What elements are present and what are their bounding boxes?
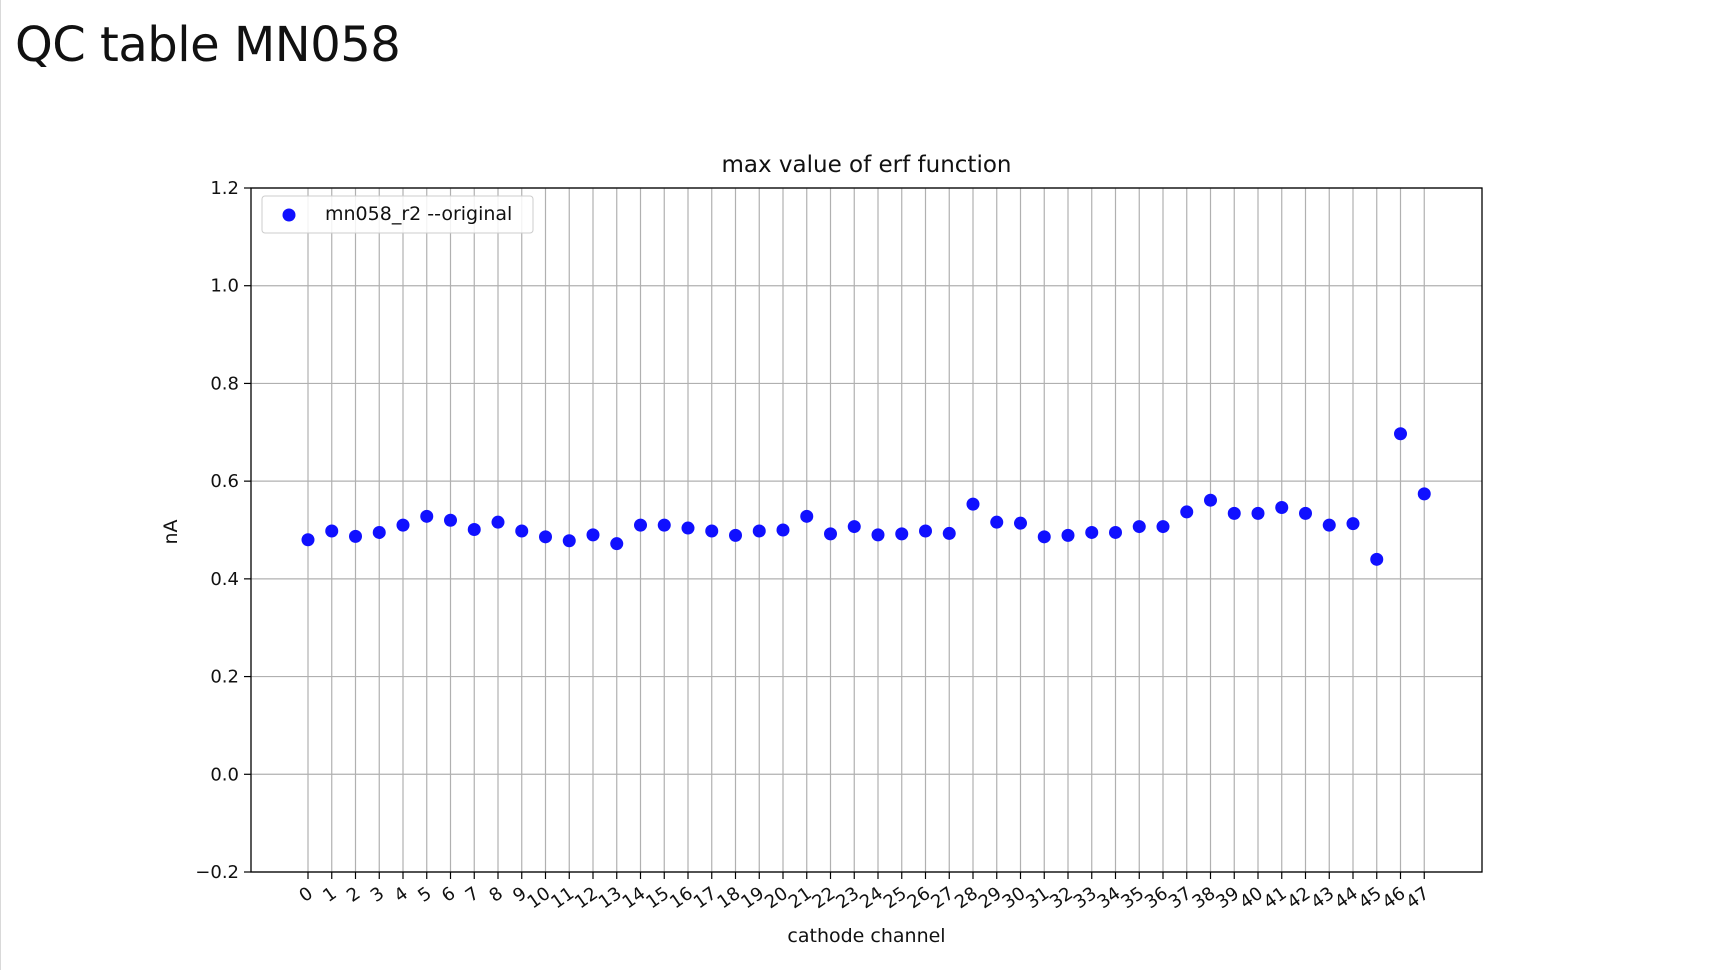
data-point	[1156, 520, 1170, 534]
data-point	[800, 509, 814, 523]
chart-title: max value of erf function	[721, 152, 1011, 178]
legend: mn058_r2 --original	[261, 195, 534, 234]
data-point	[1394, 427, 1407, 441]
data-point	[634, 518, 647, 532]
data-point	[1132, 520, 1146, 534]
data-point	[1227, 506, 1241, 520]
plot-frame	[250, 187, 1483, 873]
data-point	[539, 530, 552, 544]
data-point	[467, 523, 481, 537]
data-point	[349, 529, 362, 543]
y-tick-label: 1.2	[210, 178, 239, 199]
slide-title: QC table MN058	[15, 17, 401, 73]
data-point	[1109, 525, 1122, 539]
x-tick-label: 47	[1402, 883, 1433, 913]
data-point	[895, 527, 909, 541]
y-tick-label: −0.2	[195, 862, 239, 883]
y-tick-label: 0.8	[210, 373, 239, 394]
x-tick-label: 0	[295, 883, 316, 907]
x-tick-label: 6	[438, 883, 459, 907]
data-point	[990, 515, 1004, 529]
x-tick-label: 8	[485, 883, 506, 907]
data-point	[1014, 516, 1027, 530]
data-point	[1061, 528, 1075, 542]
data-point	[1204, 493, 1217, 507]
data-point	[657, 518, 671, 532]
data-points	[301, 427, 1431, 566]
grid-lines	[251, 187, 1482, 873]
data-point	[1180, 505, 1194, 519]
data-point	[1299, 506, 1312, 520]
data-point	[1370, 552, 1384, 566]
data-point	[871, 528, 885, 542]
x-tick-label: 4	[390, 883, 411, 907]
data-point	[681, 521, 695, 535]
legend-label: mn058_r2 --original	[325, 203, 512, 225]
data-point	[562, 534, 576, 548]
data-point	[776, 523, 790, 537]
data-point	[372, 525, 386, 539]
data-point	[1275, 501, 1289, 515]
legend-marker	[282, 208, 296, 222]
data-point	[444, 513, 457, 527]
data-point	[705, 524, 719, 538]
y-axis-label: nA	[160, 519, 182, 544]
x-tick-label: 2	[343, 883, 364, 907]
data-point	[1417, 487, 1431, 501]
x-tick-label: 3	[367, 883, 388, 907]
x-tick-label: 7	[462, 883, 483, 907]
y-tick-label: 0.4	[210, 569, 239, 590]
data-point	[301, 533, 315, 547]
data-point	[1251, 506, 1265, 520]
y-tick-label: 0.2	[210, 667, 239, 688]
data-point	[420, 509, 434, 523]
data-point	[1322, 518, 1336, 532]
y-tick-label: 0.0	[210, 764, 239, 785]
x-tick-label: 5	[414, 883, 435, 907]
data-point	[325, 524, 339, 538]
data-point	[1037, 530, 1051, 544]
data-point	[491, 515, 505, 529]
data-point	[610, 537, 624, 551]
x-axis: 0 1 2 3 4 5 6 7 8 9101112131415161718192021222324…	[295, 872, 1433, 913]
data-point	[515, 524, 529, 538]
data-point	[752, 524, 766, 538]
data-point	[919, 524, 932, 538]
y-axis: −0.2 0.0 0.2 0.4 0.6 0.8 1.0 1.2	[195, 178, 251, 883]
data-point	[586, 528, 600, 542]
y-tick-label: 0.6	[210, 471, 239, 492]
data-point	[824, 527, 837, 541]
y-tick-label: 1.0	[210, 276, 239, 297]
data-point	[729, 528, 742, 542]
data-point	[966, 497, 980, 511]
data-point	[1346, 517, 1360, 531]
x-axis-label: cathode channel	[787, 925, 945, 947]
data-point	[1085, 525, 1099, 539]
data-point	[396, 518, 410, 532]
legend-box	[261, 195, 534, 234]
x-tick-label: 1	[319, 883, 340, 907]
data-point	[847, 520, 861, 534]
data-point	[942, 526, 956, 540]
